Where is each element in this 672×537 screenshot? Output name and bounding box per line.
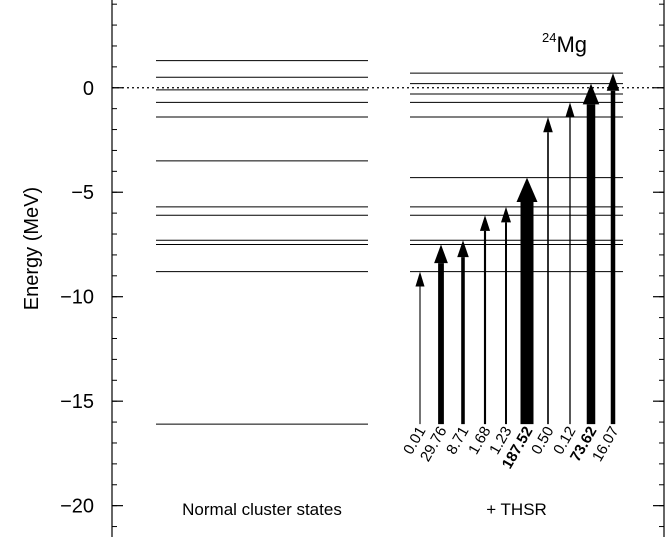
transition-arrow-head [479, 215, 491, 231]
y-tick-label: −10 [60, 287, 94, 309]
transition-arrow-head [457, 240, 469, 258]
transition-arrow-head [415, 271, 425, 287]
nucleus-mass-number: 24 [542, 30, 556, 45]
transition-arrow-head [501, 206, 511, 223]
y-tick-label: −20 [60, 496, 94, 518]
y-tick-label: 0 [83, 78, 94, 100]
y-axis-label: Energy (MeV) [21, 187, 43, 310]
transition-arrow-head [543, 117, 553, 133]
nucleus-label: 24Mg [542, 30, 587, 57]
transition-arrow-head [582, 83, 600, 105]
column-label: + THSR [486, 500, 547, 519]
transition-arrow-head [434, 244, 448, 264]
transition-strength-label: 0.50 [528, 424, 557, 458]
transition-arrow-head [606, 73, 620, 91]
nucleus-element: Mg [556, 32, 587, 57]
y-tick-label: −15 [60, 391, 94, 413]
column-label: Normal cluster states [182, 500, 342, 519]
transition-arrow-head [565, 102, 575, 118]
y-tick-label: −5 [71, 182, 94, 204]
transition-arrow-head [516, 177, 538, 203]
transition-strength-label: 8.71 [443, 424, 472, 458]
